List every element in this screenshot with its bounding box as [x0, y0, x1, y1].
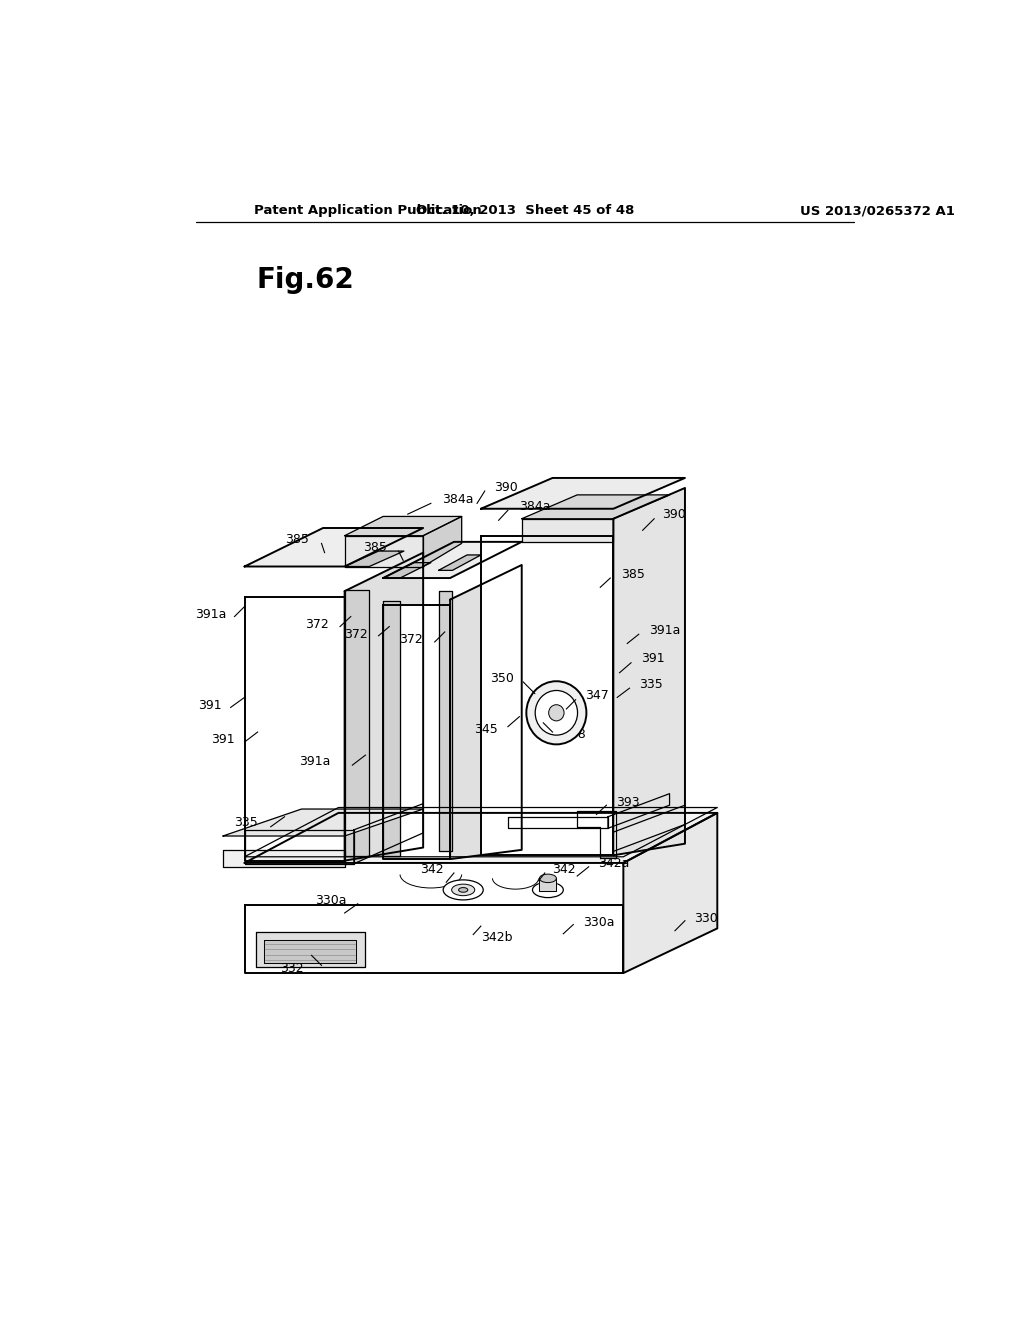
Ellipse shape: [532, 882, 563, 898]
Polygon shape: [481, 536, 613, 855]
Polygon shape: [223, 850, 345, 867]
Polygon shape: [540, 878, 556, 891]
Text: 335: 335: [639, 677, 663, 690]
Polygon shape: [245, 598, 345, 861]
Text: Patent Application Publication: Patent Application Publication: [254, 205, 481, 218]
Polygon shape: [613, 805, 685, 851]
Polygon shape: [245, 906, 624, 973]
Text: 391a: 391a: [649, 624, 680, 638]
Ellipse shape: [540, 874, 556, 883]
Polygon shape: [508, 817, 608, 829]
Polygon shape: [624, 813, 717, 973]
Polygon shape: [481, 478, 685, 508]
Text: 391a: 391a: [196, 607, 226, 620]
Text: 390: 390: [662, 508, 686, 520]
Text: 372: 372: [305, 618, 330, 631]
Polygon shape: [438, 591, 453, 851]
Text: 342a: 342a: [598, 857, 630, 870]
Text: Oct. 10, 2013  Sheet 45 of 48: Oct. 10, 2013 Sheet 45 of 48: [416, 205, 634, 218]
Polygon shape: [264, 940, 356, 964]
Text: 335: 335: [233, 816, 258, 829]
Text: 390: 390: [494, 482, 518, 495]
Text: 391: 391: [198, 698, 221, 711]
Polygon shape: [383, 601, 400, 857]
Polygon shape: [578, 812, 615, 858]
Polygon shape: [345, 536, 423, 566]
Text: 348: 348: [562, 727, 586, 741]
Polygon shape: [383, 562, 431, 578]
Polygon shape: [383, 543, 521, 578]
Ellipse shape: [459, 887, 468, 892]
Ellipse shape: [452, 884, 475, 896]
Polygon shape: [383, 605, 451, 859]
Ellipse shape: [549, 705, 564, 721]
Polygon shape: [345, 552, 403, 566]
Text: 384a: 384a: [442, 492, 474, 506]
Polygon shape: [245, 808, 717, 857]
Text: 372: 372: [399, 634, 423, 647]
Text: 332: 332: [281, 962, 304, 975]
Text: 391: 391: [641, 652, 665, 665]
Polygon shape: [521, 519, 613, 543]
Polygon shape: [608, 793, 670, 829]
Text: 372: 372: [344, 628, 368, 640]
Text: 342: 342: [420, 863, 444, 876]
Ellipse shape: [443, 880, 483, 900]
Polygon shape: [354, 804, 423, 863]
Polygon shape: [613, 488, 685, 855]
Polygon shape: [223, 809, 423, 836]
Text: 391: 391: [211, 733, 234, 746]
Polygon shape: [345, 590, 370, 857]
Polygon shape: [521, 495, 670, 519]
Text: Fig.62: Fig.62: [256, 267, 354, 294]
Polygon shape: [245, 830, 354, 863]
Text: 330: 330: [694, 912, 718, 925]
Polygon shape: [451, 565, 521, 859]
Polygon shape: [245, 528, 423, 566]
Text: 347: 347: [585, 689, 608, 702]
Text: 345: 345: [474, 723, 498, 737]
Text: 350: 350: [490, 672, 514, 685]
Text: US 2013/0265372 A1: US 2013/0265372 A1: [801, 205, 955, 218]
Text: 385: 385: [621, 568, 645, 581]
Polygon shape: [345, 516, 462, 536]
Text: 330a: 330a: [584, 916, 614, 929]
Text: 330a: 330a: [314, 894, 346, 907]
Polygon shape: [256, 932, 366, 966]
Ellipse shape: [536, 690, 578, 735]
Text: 342: 342: [553, 862, 577, 875]
Polygon shape: [345, 553, 423, 861]
Text: 385: 385: [364, 541, 387, 554]
Text: 342b: 342b: [481, 931, 512, 944]
Ellipse shape: [526, 681, 587, 744]
Text: 384a: 384a: [519, 500, 551, 513]
Text: 385: 385: [286, 533, 309, 546]
Polygon shape: [245, 813, 717, 863]
Polygon shape: [438, 554, 481, 570]
Polygon shape: [423, 516, 462, 566]
Text: 391a: 391a: [299, 755, 331, 768]
Text: 393: 393: [615, 796, 639, 809]
